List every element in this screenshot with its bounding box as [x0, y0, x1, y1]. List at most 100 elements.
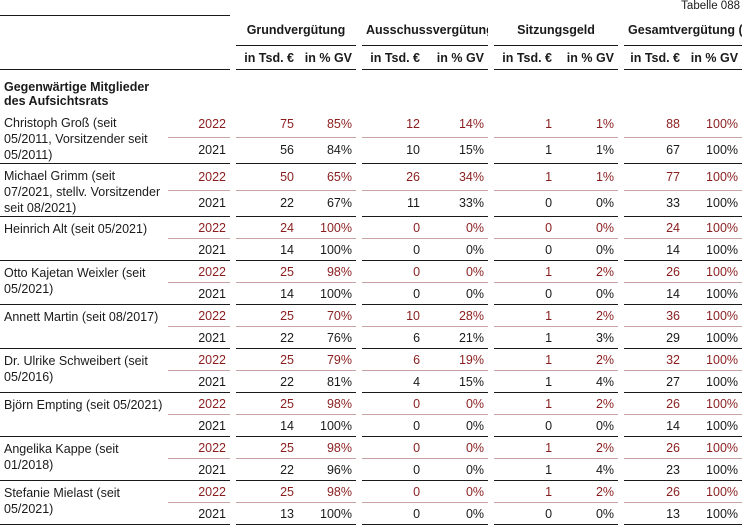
value-tsd-eur: 1	[494, 164, 557, 191]
value-pct-gv: 0%	[424, 261, 489, 283]
header-sub-pct: in % GV	[424, 46, 489, 70]
value-pct-gv: 100%	[684, 217, 742, 239]
value-pct-gv: 2%	[556, 393, 619, 415]
value-tsd-eur: 29	[624, 327, 685, 349]
value-pct-gv: 98%	[298, 393, 357, 415]
value-pct-gv: 0%	[424, 459, 489, 481]
value-pct-gv: 2%	[556, 305, 619, 327]
table-header: Grundvergütung Ausschussvergütung Sitzun…	[0, 15, 742, 70]
value-tsd-eur: 0	[362, 261, 425, 283]
value-tsd-eur: 1	[494, 349, 557, 371]
value-pct-gv: 3%	[556, 327, 619, 349]
value-tsd-eur: 1	[494, 481, 557, 503]
value-pct-gv: 100%	[684, 239, 742, 261]
table-row: 2021 14 100% 0 0% 0 0% 14 100%	[0, 283, 742, 305]
value-pct-gv: 2%	[556, 261, 619, 283]
value-tsd-eur: 0	[494, 239, 557, 261]
table-row: 2021 56 84% 10 15% 1 1% 67 100%	[0, 138, 742, 164]
member-name: Angelika Kappe (seit 01/2018)	[0, 437, 168, 481]
value-tsd-eur: 26	[624, 481, 685, 503]
value-tsd-eur: 32	[624, 349, 685, 371]
member-name: Annett Martin (seit 08/2017)	[0, 305, 168, 349]
value-pct-gv: 0%	[424, 415, 489, 437]
row-year: 2022	[168, 164, 230, 191]
table-row: Michael Grimm (seit 07/2021, stellv. Vor…	[0, 164, 742, 217]
value-tsd-eur: 0	[494, 191, 557, 217]
value-pct-gv: 98%	[298, 261, 357, 283]
member-name: Dr. Ulrike Schweibert (seit 05/2016)	[0, 349, 168, 393]
value-pct-gv: 100%	[684, 459, 742, 481]
table-row: 2021 14 100% 0 0% 0 0% 14 100%	[0, 415, 742, 437]
member-name: Michael Grimm (seit 07/2021, stellv. Vor…	[0, 164, 168, 217]
value-tsd-eur: 77	[624, 164, 685, 191]
header-group-ausschussverguetung: Ausschussvergütung	[362, 15, 489, 46]
value-tsd-eur: 12	[362, 111, 425, 138]
value-tsd-eur: 0	[362, 217, 425, 239]
member-name: Björn Empting (seit 05/2021)	[0, 393, 168, 437]
row-year: 2022	[168, 437, 230, 459]
value-pct-gv: 0%	[556, 191, 619, 217]
value-pct-gv: 100%	[684, 481, 742, 503]
value-pct-gv: 0%	[424, 393, 489, 415]
value-pct-gv: 84%	[298, 138, 357, 164]
value-tsd-eur: 1	[494, 459, 557, 481]
table-row: Angelika Kappe (seit 01/2018) 2022 25 98% 0 0…	[0, 437, 742, 481]
value-pct-gv: 100%	[684, 164, 742, 191]
value-pct-gv: 15%	[424, 138, 489, 164]
value-pct-gv: 34%	[424, 164, 489, 191]
row-year: 2021	[168, 138, 230, 164]
table-body: Gegenwärtige Mitglieder des Aufsichtsrat…	[0, 70, 742, 525]
value-pct-gv: 100%	[684, 191, 742, 217]
value-tsd-eur: 25	[236, 481, 298, 503]
value-pct-gv: 19%	[424, 349, 489, 371]
value-pct-gv: 100%	[684, 415, 742, 437]
value-pct-gv: 100%	[298, 239, 357, 261]
value-pct-gv: 0%	[556, 503, 619, 525]
table-row: 2021 22 76% 6 21% 1 3% 29 100%	[0, 327, 742, 349]
value-tsd-eur: 4	[362, 371, 425, 393]
value-pct-gv: 0%	[556, 217, 619, 239]
value-tsd-eur: 67	[624, 138, 685, 164]
value-pct-gv: 0%	[424, 239, 489, 261]
header-group-grundverguetung: Grundvergütung	[236, 15, 357, 46]
row-year: 2022	[168, 217, 230, 239]
member-name: Stefanie Mielast (seit 05/2021)	[0, 481, 168, 525]
value-tsd-eur: 0	[494, 283, 557, 305]
value-pct-gv: 1%	[556, 164, 619, 191]
row-year: 2021	[168, 239, 230, 261]
value-pct-gv: 2%	[556, 349, 619, 371]
value-pct-gv: 0%	[424, 283, 489, 305]
table-row: Dr. Ulrike Schweibert (seit 05/2016) 2022…	[0, 349, 742, 393]
value-tsd-eur: 0	[494, 415, 557, 437]
row-year: 2021	[168, 503, 230, 525]
member-name: Otto Kajetan Weixler (seit 05/2021)	[0, 261, 168, 305]
value-tsd-eur: 22	[236, 371, 298, 393]
value-pct-gv: 79%	[298, 349, 357, 371]
value-pct-gv: 28%	[424, 305, 489, 327]
value-tsd-eur: 1	[494, 437, 557, 459]
value-tsd-eur: 0	[494, 217, 557, 239]
value-tsd-eur: 1	[494, 138, 557, 164]
row-year: 2022	[168, 481, 230, 503]
value-pct-gv: 100%	[684, 261, 742, 283]
value-pct-gv: 4%	[556, 459, 619, 481]
header-sub-tsd: in Tsd. €	[494, 46, 557, 70]
value-tsd-eur: 23	[624, 459, 685, 481]
value-pct-gv: 70%	[298, 305, 357, 327]
row-year: 2021	[168, 283, 230, 305]
value-tsd-eur: 13	[624, 503, 685, 525]
value-pct-gv: 21%	[424, 327, 489, 349]
row-year: 2022	[168, 349, 230, 371]
value-tsd-eur: 0	[362, 415, 425, 437]
value-pct-gv: 33%	[424, 191, 489, 217]
row-year: 2021	[168, 191, 230, 217]
header-sub-pct: in % GV	[556, 46, 619, 70]
value-tsd-eur: 27	[624, 371, 685, 393]
row-year: 2021	[168, 371, 230, 393]
header-sub-pct: in % GV	[684, 46, 742, 70]
value-pct-gv: 67%	[298, 191, 357, 217]
value-pct-gv: 100%	[684, 349, 742, 371]
value-pct-gv: 100%	[298, 283, 357, 305]
table-number: Tabelle 088	[681, 0, 740, 12]
value-tsd-eur: 25	[236, 261, 298, 283]
